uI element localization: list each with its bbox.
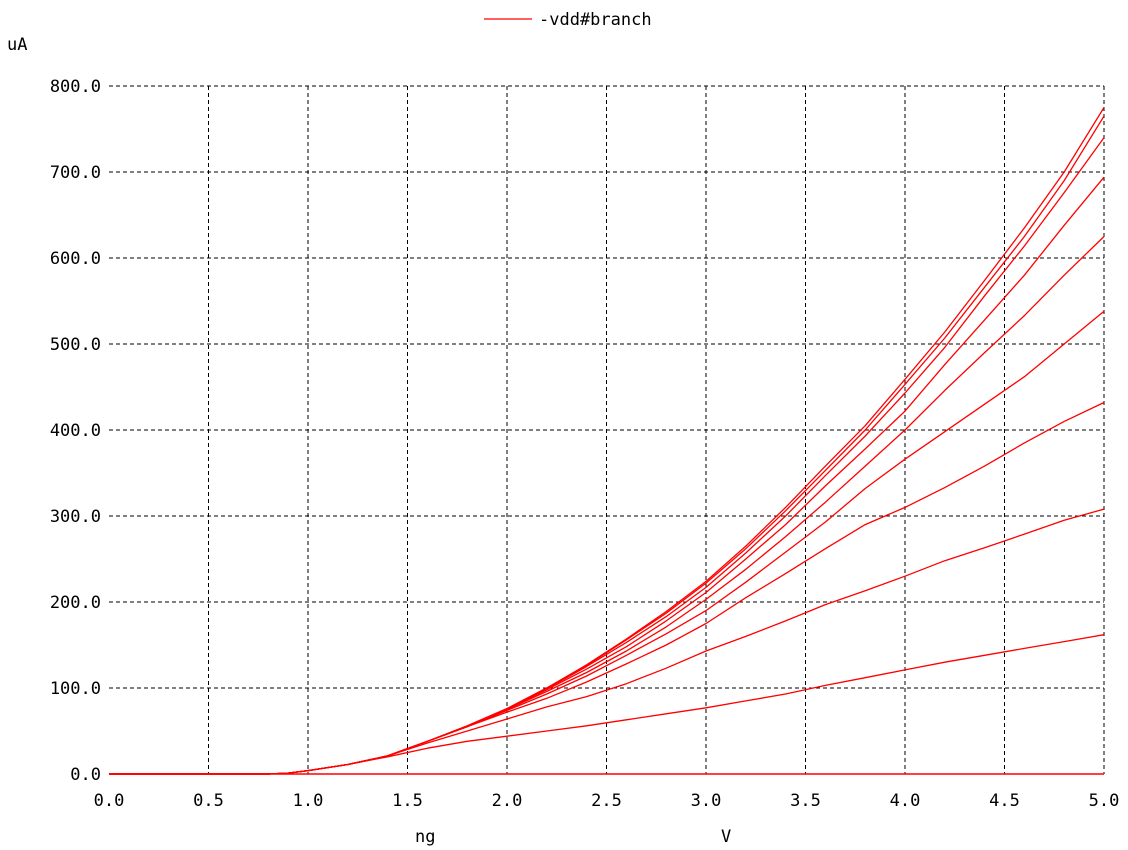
x-tick-label: 1.5: [392, 791, 423, 811]
series-group: [109, 107, 1105, 775]
x-tick-label: 3.5: [790, 791, 821, 811]
x-tick-label: 2.0: [492, 791, 523, 811]
legend: -vdd#branch: [484, 10, 652, 30]
y-tick-label: 400.0: [50, 421, 101, 441]
x-tick-label: 3.0: [691, 791, 722, 811]
y-tick-label: 100.0: [50, 679, 101, 699]
x-tick-label: 5.0: [1089, 791, 1120, 811]
y-tick-label: 500.0: [50, 335, 101, 355]
x-tick-label: 2.5: [591, 791, 622, 811]
y-tick-label: 600.0: [50, 249, 101, 269]
x-tick-label: 4.5: [989, 791, 1020, 811]
x-axis-label: V: [721, 827, 731, 847]
x-tick-label: 4.0: [890, 791, 921, 811]
y-tick-label: 700.0: [50, 163, 101, 183]
x-tick-label: 1.0: [293, 791, 324, 811]
legend-entry-label: -vdd#branch: [539, 10, 652, 30]
x-axis-label-left: ng: [415, 827, 435, 847]
y-tick-label: 0.0: [70, 765, 101, 785]
grid: [109, 85, 1105, 774]
y-tick-label: 200.0: [50, 593, 101, 613]
x-tick-labels: 0.0 0.5 1.0 1.5 2.0 2.5 3.0 3.5 4.0 4.5 5.0: [94, 791, 1120, 811]
x-tick-label: 0.5: [193, 791, 224, 811]
series-line-9: [109, 107, 1105, 775]
y-tick-label: 800.0: [50, 77, 101, 97]
y-tick-labels: 0.0 100.0 200.0 300.0 400.0 500.0 600.0 700.0 80…: [50, 77, 101, 785]
y-tick-label: 300.0: [50, 507, 101, 527]
y-axis-label: uA: [7, 35, 27, 55]
x-tick-label: 0.0: [94, 791, 125, 811]
